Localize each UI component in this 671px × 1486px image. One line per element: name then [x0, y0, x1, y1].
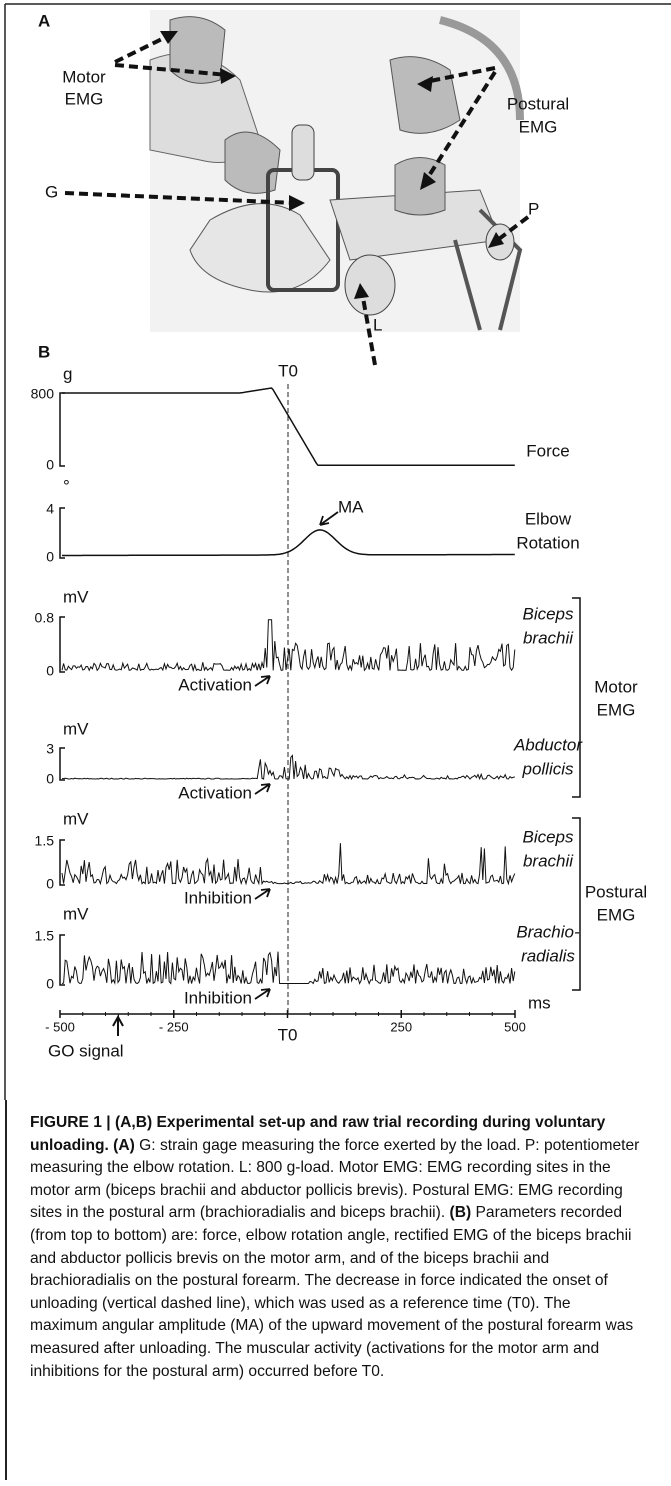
photo-label: Postural: [507, 94, 569, 113]
trace-name: Rotation: [516, 533, 579, 552]
photo-label: EMG: [65, 89, 104, 108]
caption-label: (A): [113, 1136, 135, 1154]
trace: [62, 529, 515, 557]
trace-name: brachii: [523, 628, 574, 647]
figure: A Motor EMG Postural EMG G P L B T0 g 800…: [4, 3, 671, 1100]
caption-label: (B): [449, 1204, 472, 1222]
y-unit: g: [63, 364, 72, 383]
y-unit: mV: [63, 809, 89, 828]
x-tick-label: 500: [504, 1019, 526, 1034]
y-tick-label: 0: [46, 976, 54, 992]
y-tick-label: 4: [46, 501, 54, 517]
annotation-arrow: [254, 888, 271, 900]
y-tick-label: 0: [46, 663, 54, 679]
traces: g 800 0 Force ° 4 0 Elbow Rotation MA mV 0.8 0 Biceps…: [31, 364, 648, 1060]
y-unit: mV: [63, 904, 89, 923]
frame-left: [5, 1100, 7, 1480]
photo-label: P: [528, 199, 539, 218]
y-tick-label: 800: [31, 386, 55, 402]
annotation-arrow: [254, 675, 271, 687]
trace: [62, 387, 515, 467]
trace-name: Force: [526, 441, 569, 460]
trace-name: Brachio-: [516, 922, 580, 941]
t0-label: T0: [278, 361, 298, 380]
x-tick-label: T0: [278, 1025, 298, 1044]
photo: [149, 10, 524, 332]
y-tick-label: 1.5: [35, 928, 55, 944]
y-unit: mV: [63, 587, 89, 606]
caption: FIGURE 1 | (A,B) Experimental set-up and…: [30, 1112, 642, 1383]
x-tick-label: 250: [390, 1019, 412, 1034]
trace: [61, 843, 516, 886]
caption-text: Parameters recorded (from top to bottom)…: [30, 1204, 634, 1380]
x-unit: ms: [528, 993, 551, 1012]
annotation-arrow: [319, 511, 339, 526]
panel-label: B: [38, 342, 50, 361]
photo-label: EMG: [519, 117, 558, 136]
group-bracket: [572, 817, 581, 991]
annotation: MA: [338, 497, 364, 516]
trace-name: brachii: [523, 851, 574, 870]
y-axis: [59, 934, 65, 986]
y-unit: °: [63, 476, 70, 495]
trace-name: radialis: [521, 946, 575, 965]
trace: [61, 619, 516, 673]
caption-text: G: strain gage measuring the force exert…: [30, 1136, 640, 1222]
annotation-arrow: [254, 783, 271, 795]
trace-name: Elbow: [525, 509, 572, 528]
y-axis: [59, 616, 65, 673]
group-label: Motor: [594, 677, 638, 696]
photo-label: Motor: [62, 67, 106, 86]
trace: [61, 951, 516, 986]
group-label: EMG: [597, 905, 636, 924]
photo-label: L: [373, 315, 382, 334]
y-unit: mV: [63, 719, 89, 738]
y-axis: [59, 839, 65, 886]
go-arrow: [112, 1013, 124, 1036]
arrow-heads: [160, 31, 504, 299]
trace-name: pollicis: [521, 759, 574, 778]
y-tick-label: 0: [46, 457, 54, 473]
y-tick-label: 0.8: [35, 610, 55, 626]
group-label: Postural: [585, 882, 647, 901]
trace-name: Biceps: [522, 604, 574, 623]
y-axis: [59, 507, 65, 559]
y-tick-label: 3: [46, 741, 54, 757]
trace: [61, 754, 515, 781]
y-tick-label: 1.5: [35, 833, 55, 849]
arrows: [64, 33, 530, 366]
photo-label: G: [45, 182, 58, 201]
y-tick-label: 0: [46, 771, 54, 787]
annotation: Activation: [178, 783, 252, 802]
trace-name: Biceps: [522, 827, 574, 846]
annotation: Inhibition: [184, 988, 252, 1007]
y-axis: [59, 747, 65, 781]
annotation: Inhibition: [184, 888, 252, 907]
group-bracket: [572, 597, 581, 798]
trace-name: Abductor: [513, 735, 583, 754]
group-label: EMG: [597, 700, 636, 719]
annotation-arrow: [254, 988, 271, 1000]
y-tick-label: 0: [46, 549, 54, 565]
y-tick-label: 0: [46, 876, 54, 892]
go-label: GO signal: [48, 1041, 124, 1060]
caption-title: FIGURE 1 | (A,B) Experimental set-up and…: [30, 1114, 606, 1154]
x-tick-label: - 500: [45, 1019, 75, 1034]
annotation: Activation: [178, 675, 252, 694]
panel-label: A: [38, 11, 50, 30]
x-tick-label: - 250: [159, 1019, 189, 1034]
y-axis: [59, 392, 65, 467]
